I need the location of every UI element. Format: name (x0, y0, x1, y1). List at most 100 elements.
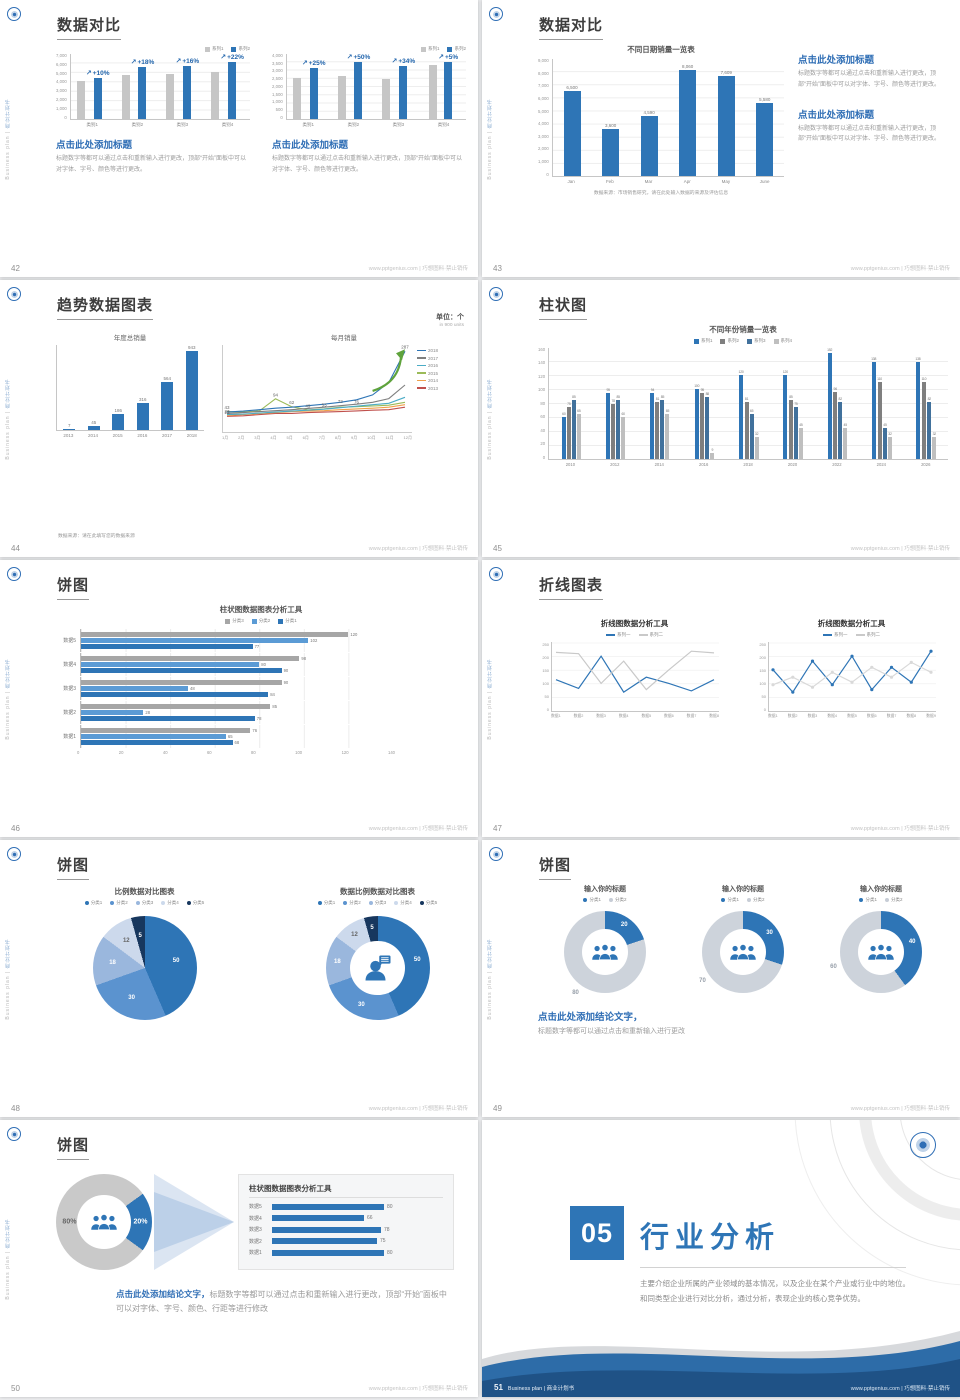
legend-label: 2016 (428, 363, 439, 368)
bar (665, 413, 670, 459)
bar-group: ↗ +10% (71, 54, 116, 119)
bar (749, 413, 754, 459)
legend-label: 分类1 (285, 618, 297, 623)
bar (838, 401, 843, 459)
x-tick-label: 类别2 (131, 122, 144, 127)
x-tick-label: 类别4 (437, 122, 450, 127)
slice-value: 5 (138, 933, 142, 940)
y-tick-label: 50 (544, 694, 549, 699)
bar-value: 90 (283, 680, 289, 685)
slide-title: 柱状图 (539, 294, 588, 320)
sidebar-text-en: Business plan (5, 1254, 11, 1300)
bar (788, 399, 793, 459)
y-tick-label: 2,000 (56, 97, 67, 103)
slide-content: 比例数据对比图表 分类1 分类2 分类3 分类4 分类5 50 30 18 12 5 数据比例数据对比… (56, 884, 466, 1101)
donut-chart: 40 60 (830, 911, 922, 993)
sidebar-vertical-text: Business plan | 商业计划书 (4, 378, 11, 459)
legend-item: 系列1 (204, 46, 223, 52)
brand-logo-icon (7, 287, 21, 301)
bar-value: 5,580 (759, 96, 771, 102)
x-tick-label: 2月 (238, 435, 245, 440)
bar-value: 4,590 (643, 109, 655, 115)
x-tick-label: 2020 (787, 462, 798, 467)
x-tick-label: 2017 (162, 433, 173, 438)
source-note: 数据来源：请在此填写您的数据来源 (58, 534, 135, 539)
bar (272, 1215, 364, 1222)
bar-value: 85 (789, 394, 793, 399)
delta-label: ↗ +25% (302, 60, 326, 67)
chart-title: 输入你的标题 (860, 886, 902, 893)
y-tick-label: 9,000 (538, 58, 549, 63)
legend-item: 系列一 (823, 632, 848, 638)
bar-value: 102 (310, 638, 318, 643)
bar (650, 393, 655, 459)
slice-value: 30 (358, 1002, 365, 1009)
x-axis: Jan Feb Mar Apr May June (552, 179, 784, 184)
footer-site-text: www.pptgenius.com | 巧想图料·禁止销传 (368, 826, 468, 832)
bar-value: 85 (572, 394, 576, 399)
bottom-wave (482, 1331, 960, 1397)
y-tick-label: 8,000 (538, 70, 549, 76)
bar-value: 120 (782, 370, 788, 374)
bar (166, 73, 175, 119)
chart-title: 柱状图数据图表分析工具 (219, 605, 303, 614)
body-text: 标题数字等都可以通过点击和重新输入进行更改，顶部“开始”面板中可以对字体、字号、… (272, 156, 462, 173)
legend-swatch-icon (417, 357, 426, 359)
chart-legend: 分类1 分类2 (818, 897, 944, 903)
up-arrow-icon: ↗ (220, 54, 227, 61)
bar-value: 78 (256, 716, 262, 721)
legend-label: 系列2 (238, 46, 250, 51)
bar-value: 77 (254, 644, 260, 649)
delta-value: +25% (308, 59, 326, 67)
sidebar-vertical-text: Business plan | 商业计划书 (4, 658, 11, 739)
plot-area: ↗ +25% ↗ +50% ↗ +34% ↗ +5% (285, 54, 466, 120)
delta-label: ↗ +34% (391, 58, 415, 65)
x-tick-label: June (759, 179, 770, 184)
page-number: 46 (11, 824, 20, 833)
x-tick-label: 数据3 (807, 714, 818, 718)
legend-swatch-icon (368, 901, 373, 905)
bar-value: 85 (272, 704, 278, 709)
slide-content: 输入你的标题 分类1 分类2 20 80 输入你的标题 分类1 分类2 30 70 输入你的标题 分类… (538, 884, 948, 1101)
add-title-heading: 点击此处添加标题 (56, 140, 133, 151)
y-tick-label: 1,000 (538, 159, 549, 164)
legend-item: 分类2 (251, 618, 270, 624)
y-axis: 250 200 150 100 50 0 (538, 642, 551, 712)
y-tick-label: 200 (542, 655, 549, 660)
bar (81, 632, 349, 637)
legend-item: 2017 (417, 356, 438, 361)
legend-swatch-icon (693, 338, 699, 344)
legend-swatch-icon (317, 901, 322, 905)
y-tick-label: 5,000 (56, 70, 67, 76)
donut-block: 输入你的标题分类1 分类2 40 60 (818, 884, 944, 993)
footer-site-text: www.pptgenius.com | 巧想图料·禁止销传 (850, 266, 950, 272)
plot-area: 7 45 186 316 564 943 (56, 345, 204, 431)
bar (827, 353, 832, 459)
x-tick-label: 类别4 (221, 122, 234, 127)
bar-group: 564 (155, 345, 180, 430)
legend-label: 分类5 (192, 900, 205, 905)
brand-logo-icon (7, 567, 21, 581)
bar-value: 48 (190, 686, 195, 691)
growth-arrow-icon (372, 357, 403, 392)
pie-block: 比例数据对比图表 分类1 分类2 分类3 分类4 分类5 50 30 18 12 5 (56, 886, 233, 1101)
page-number: 47 (493, 824, 502, 833)
chart-legend: 系列1 系列2 (204, 46, 250, 52)
x-tick-label: 3月 (254, 435, 261, 440)
hbar-group: 数据5 120 102 77 (56, 629, 466, 652)
chart-title: 不同日期销量一览表 (627, 45, 695, 54)
bar-value: 8,060 (682, 64, 694, 70)
slice-value: 70 (699, 978, 706, 985)
bar-group: 138 110 45 32 (859, 348, 903, 459)
category-label: 数据2 (63, 710, 76, 716)
y-axis: 9,000 8,000 7,000 6,000 5,000 4,000 3,000 2,000… (538, 58, 552, 177)
bar (81, 710, 144, 715)
bar-chart: 4,000 3,500 3,000 2,500 2,000 1,500 1,000 500 0 ↗… (272, 53, 466, 128)
legend-item: 2016 (417, 363, 438, 368)
comparison-block: 系列1 系列2 4,000 3,500 3,000 2,500 2,000 1,500 1,00… (272, 46, 466, 261)
section-title: 行业分析 (640, 1222, 781, 1254)
conclusion-heading: 点击此处添加结论文字， (538, 1012, 643, 1023)
bar (309, 67, 318, 119)
sidebar-text-en: Business plan (487, 134, 493, 180)
donut-chart: 20% 80% (56, 1174, 152, 1270)
